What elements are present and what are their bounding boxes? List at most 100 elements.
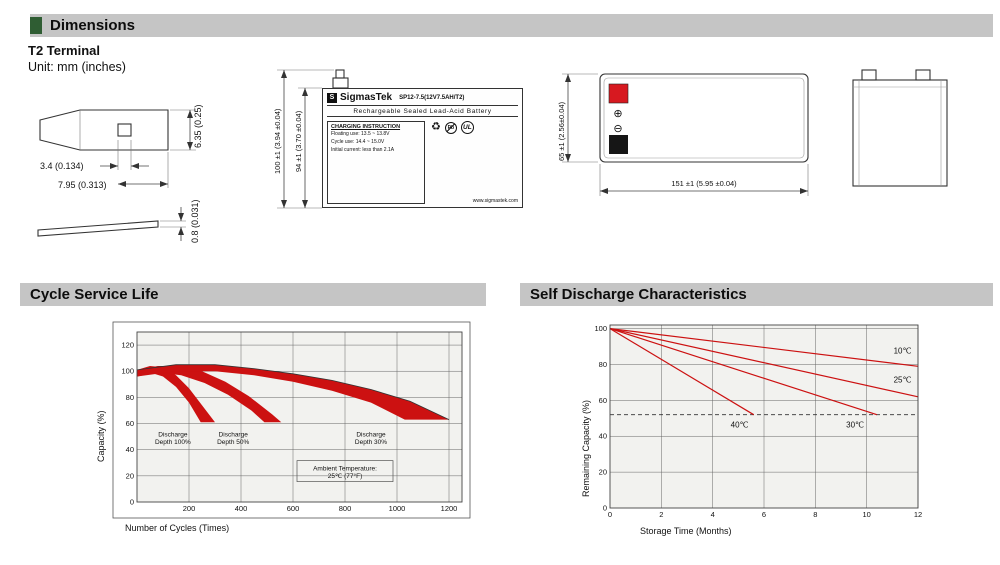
pb-crossed-icon: Pb (444, 121, 457, 134)
recycle-pb-icon: ♻ (431, 121, 441, 133)
minus-symbol: ⊖ (613, 123, 622, 135)
charging-line-3: Initial current: less than 2.1A (331, 146, 395, 153)
charging-title: CHARGING INSTRUCTION (331, 124, 401, 130)
charging-instruction-box: CHARGING INSTRUCTION Floating use: 13.5 … (327, 121, 425, 204)
series-line (609, 328, 878, 416)
cycle-service-life-header: Cycle Service Life (20, 283, 486, 306)
terminal-profile (39, 109, 169, 151)
series-label: 25℃ (894, 375, 912, 384)
sigmastek-logo-icon: S (327, 92, 337, 103)
battery-type-text: Rechargeable Sealed Lead-Acid Battery (327, 105, 518, 117)
y-tick-label: 60 (126, 419, 134, 428)
total-height-dim: 100 ±1 (3.94 ±0.04) (273, 108, 282, 174)
annotation-text: Discharge (219, 432, 249, 439)
side-terminal-1 (861, 69, 877, 81)
label-body: CHARGING INSTRUCTION Floating use: 13.5 … (327, 121, 518, 204)
annotation-text: Discharge (158, 432, 188, 439)
y-tick-label: 20 (599, 468, 607, 477)
series-label: 10℃ (894, 347, 912, 356)
x-tick-label: 800 (339, 504, 352, 513)
dimension-drawings: 3.4 (0.134) 7.95 (0.313) 6.35 (0.25) 0.8… (37, 69, 948, 243)
front-terminal (332, 77, 349, 89)
y-tick-label: 100 (594, 324, 607, 333)
x-tick-label: 0 (608, 510, 612, 519)
label-header-row: S SigmasTek SP12-7.5(12V7.5AH/T2) (327, 92, 518, 103)
ul-certification-icon: UL (460, 121, 474, 134)
discharge-band (137, 366, 215, 423)
self-discharge-header: Self Discharge Characteristics (520, 283, 993, 306)
x-tick-label: 12 (914, 510, 922, 519)
length-dim: 151 ±1 (5.95 ±0.04) (671, 179, 737, 188)
y-tick-label: 40 (126, 445, 134, 454)
x-axis-title: Storage Time (Months) (640, 526, 732, 536)
annotation-box (296, 460, 394, 482)
side-terminal-2 (915, 69, 931, 81)
terminal-blade (37, 220, 159, 237)
x-tick-label: 10 (862, 510, 870, 519)
negative-terminal (609, 135, 628, 154)
series-line (609, 328, 919, 398)
front-terminal-tab (335, 69, 345, 79)
discharge-band (137, 364, 449, 420)
y-tick-label: 60 (599, 396, 607, 405)
plot-border (136, 331, 463, 503)
x-tick-label: 4 (711, 510, 715, 519)
x-tick-label: 400 (235, 504, 248, 513)
charging-line-1: Floating use: 13.5 ~ 13.8V (331, 131, 390, 137)
thickness-dim: 0.8 (0.031) (190, 199, 200, 243)
label-right-column: ♻ Pb UL www.sigmastek.com (425, 121, 518, 204)
y-tick-label: 40 (599, 432, 607, 441)
annotation-text: Depth 50% (217, 439, 249, 446)
series-line (609, 328, 755, 416)
width-dim: 65 ±1 (2.56±0.04) (557, 101, 566, 161)
hole-width-dim: 3.4 (0.134) (40, 161, 84, 171)
cycle-header-title: Cycle Service Life (30, 286, 159, 303)
case-height-dim: 94 ±1 (3.70 ±0.04) (294, 110, 303, 172)
front-view-drawing: 100 ±1 (3.94 ±0.04) 94 ±1 (3.70 ±0.04) (273, 69, 349, 209)
series-line (609, 328, 919, 367)
x-tick-label: 6 (762, 510, 766, 519)
tab-height-dim: 6.35 (0.25) (193, 104, 203, 148)
y-tick-label: 80 (126, 393, 134, 402)
charging-line-2: Cycle use: 14.4 ~ 15.0V (331, 138, 385, 145)
x-tick-label: 8 (813, 510, 817, 519)
y-tick-label: 100 (121, 367, 134, 376)
y-axis-title: Remaining Capacity (%) (581, 400, 591, 497)
self-discharge-header-title: Self Discharge Characteristics (530, 286, 747, 303)
y-tick-label: 0 (130, 498, 134, 507)
certification-icons-row: ♻ Pb UL (431, 121, 518, 134)
y-axis-title: Capacity (%) (96, 410, 106, 462)
y-tick-label: 0 (603, 504, 607, 513)
y-tick-label: 120 (121, 341, 134, 350)
annotation-text: Depth 100% (155, 439, 191, 446)
model-number: SP12-7.5(12V7.5AH/T2) (399, 94, 465, 101)
x-tick-label: 1000 (389, 504, 406, 513)
top-view-inner-outline (603, 77, 805, 159)
x-axis-title: Number of Cycles (Times) (125, 523, 229, 533)
annotation-text: Depth 30% (355, 439, 387, 446)
annotation-text: Ambient Temperature: (313, 466, 377, 473)
annotation-text: Discharge (356, 432, 386, 439)
x-tick-label: 200 (183, 504, 196, 513)
header-accent-square (30, 17, 42, 34)
top-view-outline (599, 73, 809, 163)
x-tick-label: 600 (287, 504, 300, 513)
unit-note: Unit: mm (inches) (28, 60, 126, 74)
dimensions-header-title: Dimensions (50, 17, 136, 34)
annotation-text: 25℃ (77°F) (328, 472, 362, 480)
y-tick-label: 20 (126, 471, 134, 480)
terminal-type-title: T2 Terminal (28, 43, 101, 58)
terminal-hole (117, 123, 132, 137)
x-tick-label: 1200 (441, 504, 458, 513)
plus-symbol: ⊕ (613, 108, 622, 120)
series-label: 30℃ (846, 420, 864, 429)
side-view-outline (852, 79, 948, 187)
x-tick-label: 2 (659, 510, 663, 519)
side-view-drawing (852, 69, 948, 187)
tab-length-dim: 7.95 (0.313) (58, 180, 107, 190)
terminal-detail-drawing: 3.4 (0.134) 7.95 (0.313) 6.35 (0.25) 0.8… (37, 104, 203, 243)
plot-border (609, 324, 919, 509)
battery-front-label: S SigmasTek SP12-7.5(12V7.5AH/T2) Rechar… (322, 88, 523, 208)
brand-name: SigmasTek (340, 92, 393, 103)
